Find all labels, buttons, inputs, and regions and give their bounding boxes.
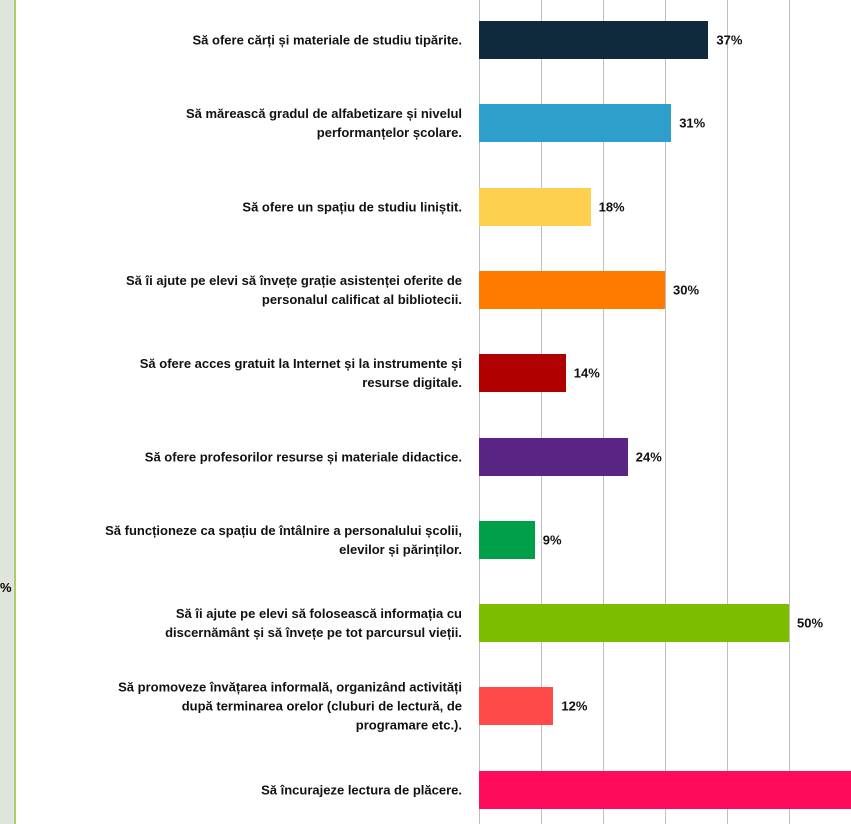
value-label: 18% (598, 199, 625, 215)
category-label: Să ofere profesorilor resurse și materia… (144, 449, 462, 464)
bar (479, 687, 554, 726)
value-label: 24% (635, 449, 662, 464)
bar (479, 187, 591, 226)
value-label: 12% (561, 698, 588, 714)
grid-line (727, 0, 728, 824)
category-label: Să ofere un spațiu de studiu liniștit. (242, 199, 462, 215)
value-label: 14% (573, 365, 600, 381)
bar (479, 104, 672, 143)
background-text: % (0, 580, 12, 595)
bar (479, 354, 566, 393)
value-label: 9% (542, 532, 562, 548)
category-label: Să mărească gradul de alfabetizare și ni… (185, 106, 462, 141)
bar (479, 604, 789, 643)
grid-line (479, 0, 480, 824)
grid-line (603, 0, 604, 824)
category-label: Să ofere acces gratuit la Internet și la… (139, 356, 462, 391)
bar (479, 770, 851, 809)
value-label: 31% (679, 115, 706, 131)
category-label: Să încurajeze lectura de plăcere. (261, 782, 462, 798)
grid-line (665, 0, 666, 824)
grid-line (541, 0, 542, 824)
value-label: 37% (716, 32, 743, 48)
category-label: Să ofere cărți și materiale de studiu ti… (192, 32, 462, 48)
value-label: 50% (797, 615, 824, 631)
value-label: 30% (673, 282, 700, 298)
category-label: Să îi ajute pe elevi să învețe grație as… (126, 272, 462, 307)
category-label: Să promoveze învățarea informală, organi… (118, 679, 462, 733)
bar (479, 270, 665, 309)
bar (479, 520, 535, 559)
grid-line (789, 0, 790, 824)
category-label: Să îi ajute pe elevi să folosească infor… (165, 606, 462, 641)
bar (479, 437, 628, 476)
chart: Să ofere cărți și materiale de studiu ti… (14, 0, 851, 824)
bar (479, 21, 709, 59)
category-label: Să funcționeze ca spațiu de întâlnire a … (105, 522, 462, 557)
